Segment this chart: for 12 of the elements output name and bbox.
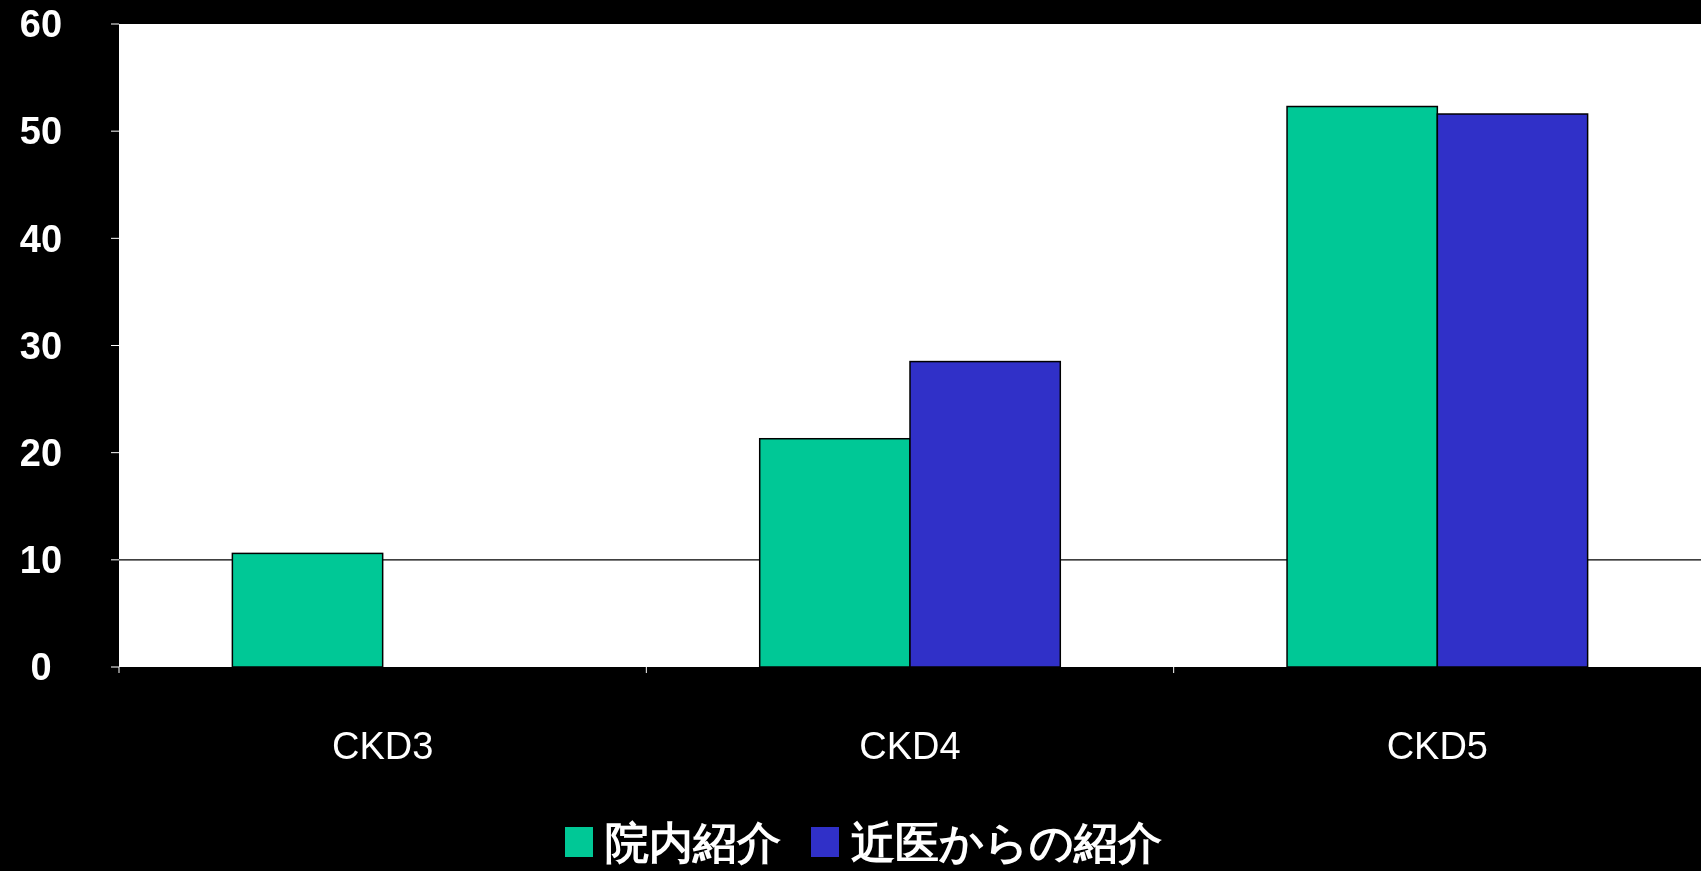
y-tick-label: 50 <box>19 110 63 153</box>
y-tick-label: 60 <box>19 3 63 46</box>
y-tick-label: 10 <box>19 539 63 582</box>
y-tick-label: 40 <box>19 217 63 260</box>
x-tick-label: CKD5 <box>1386 725 1489 767</box>
x-tick-label: CKD3 <box>331 725 434 767</box>
legend-label: 院内紹介 <box>605 817 781 867</box>
y-tick-label: 0 <box>30 646 52 689</box>
legend-label: 近医からの紹介 <box>851 817 1162 867</box>
y-tick-label: 20 <box>19 431 63 474</box>
x-tick-label: CKD4 <box>859 725 961 767</box>
y-tick-label: 30 <box>19 324 63 367</box>
